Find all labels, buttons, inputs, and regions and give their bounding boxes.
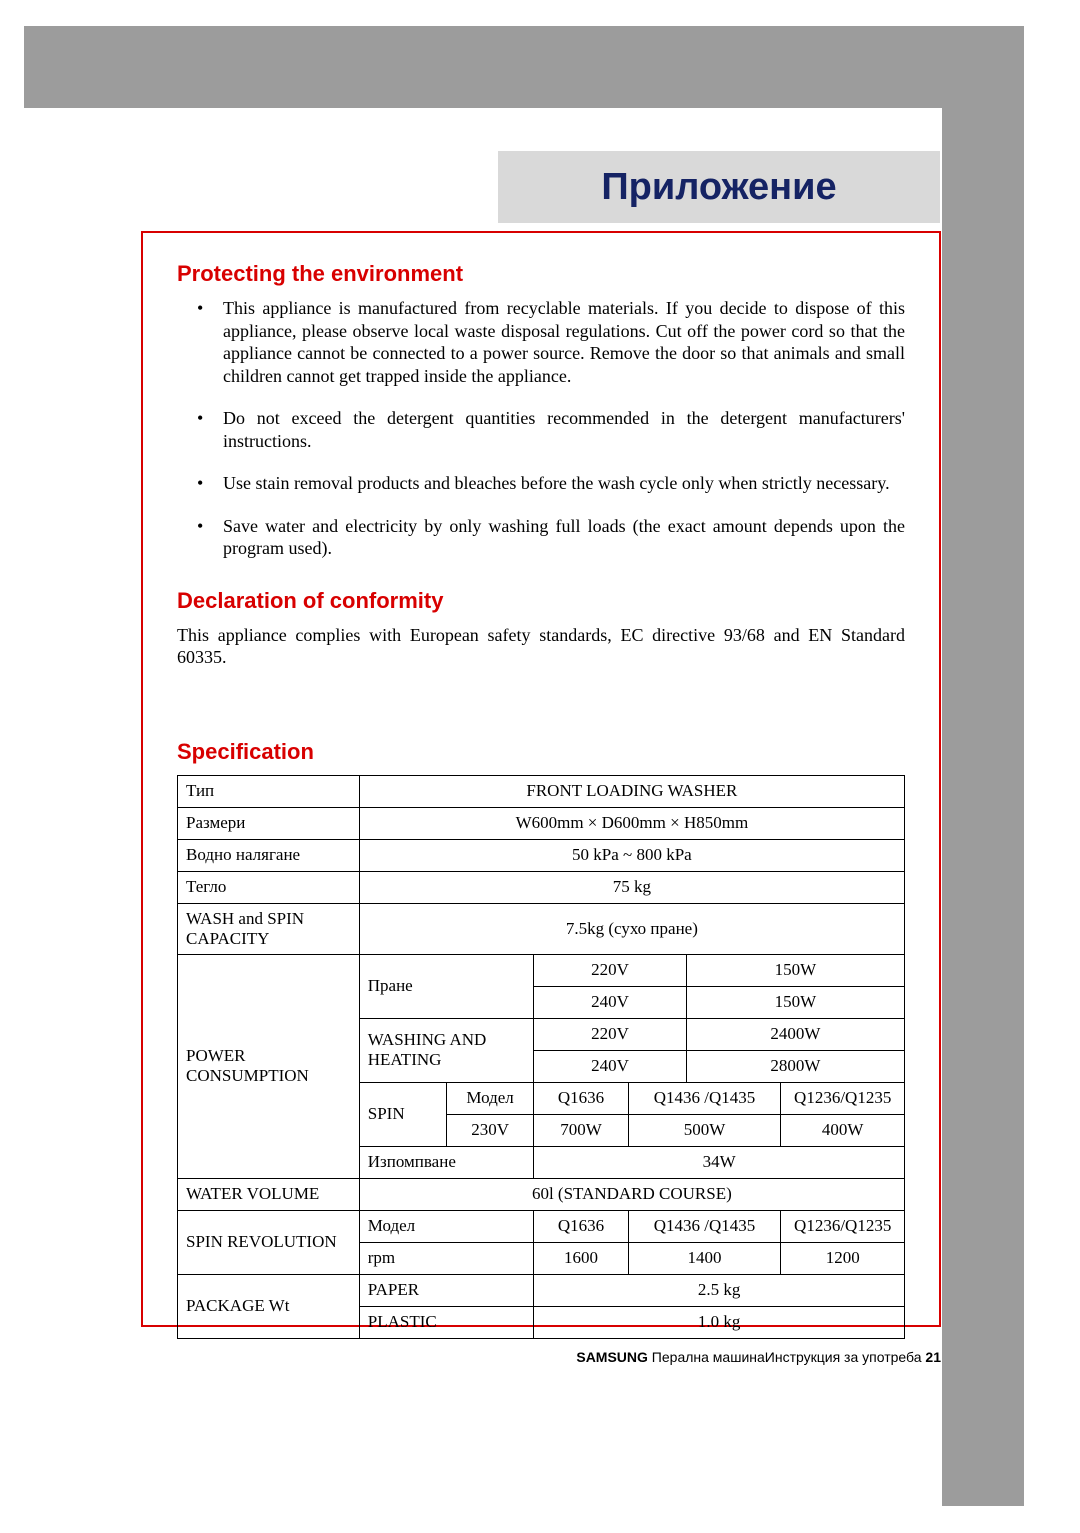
- footer-text: Перална машинаИнструкция за употреба: [648, 1349, 926, 1365]
- cell-value: 75 kg: [359, 871, 904, 903]
- cell-sub: PLASTIC: [359, 1306, 533, 1338]
- cell-sub: PAPER: [359, 1274, 533, 1306]
- bullet-item: Save water and electricity by only washi…: [223, 515, 905, 560]
- declaration-text: This appliance complies with European sa…: [177, 624, 905, 669]
- cell-sub: Изпомпване: [359, 1146, 533, 1178]
- page-footer: SAMSUNG Перална машинаИнструкция за упот…: [141, 1349, 941, 1365]
- cell-value: 7.5kg (сухо пране): [359, 903, 904, 954]
- page-title: Приложение: [601, 166, 836, 209]
- cell-value: 2800W: [686, 1050, 904, 1082]
- right-gray-bar: [942, 26, 1024, 1506]
- cell-value: 700W: [534, 1114, 629, 1146]
- cell-sub: rpm: [359, 1242, 533, 1274]
- cell-label: Тегло: [178, 871, 360, 903]
- cell-value: W600mm × D600mm × H850mm: [359, 807, 904, 839]
- heading-spec: Specification: [177, 739, 905, 765]
- cell-value: 220V: [534, 1018, 687, 1050]
- cell-value: Q1636: [534, 1082, 629, 1114]
- cell-value: 2.5 kg: [534, 1274, 905, 1306]
- cell-label: WATER VOLUME: [178, 1178, 360, 1210]
- cell-value: 500W: [628, 1114, 781, 1146]
- content-frame: Protecting the environment This applianc…: [141, 231, 941, 1327]
- bullet-item: This appliance is manufactured from recy…: [223, 297, 905, 387]
- heading-declaration: Declaration of conformity: [177, 588, 905, 614]
- cell-sub: WASHING AND HEATING: [359, 1018, 533, 1082]
- bullet-item: Do not exceed the detergent quantities r…: [223, 407, 905, 452]
- cell-sub: Модел: [359, 1210, 533, 1242]
- cell-value: Q1436 /Q1435: [628, 1210, 781, 1242]
- cell-value: 230V: [446, 1114, 533, 1146]
- page-title-box: Приложение: [498, 151, 940, 223]
- cell-value: 50 kPa ~ 800 kPa: [359, 839, 904, 871]
- cell-label: SPIN REVOLUTION: [178, 1210, 360, 1274]
- cell-label: Тип: [178, 775, 360, 807]
- cell-value: Q1236/Q1235: [781, 1082, 905, 1114]
- cell-value: 1.0 kg: [534, 1306, 905, 1338]
- cell-value: Q1636: [534, 1210, 629, 1242]
- cell-value: 240V: [534, 986, 687, 1018]
- cell-value: Q1436 /Q1435: [628, 1082, 781, 1114]
- spec-table: Тип FRONT LOADING WASHER Размери W600mm …: [177, 775, 905, 1339]
- cell-sub: SPIN: [359, 1082, 446, 1146]
- cell-value: 2400W: [686, 1018, 904, 1050]
- cell-value: FRONT LOADING WASHER: [359, 775, 904, 807]
- cell-sub: Пране: [359, 954, 533, 1018]
- cell-value: 220V: [534, 954, 687, 986]
- bullet-item: Use stain removal products and bleaches …: [223, 472, 905, 495]
- cell-label: Размери: [178, 807, 360, 839]
- cell-value: 240V: [534, 1050, 687, 1082]
- cell-value: Q1236/Q1235: [781, 1210, 905, 1242]
- cell-value: 1600: [534, 1242, 629, 1274]
- bullet-list-protect: This appliance is manufactured from recy…: [177, 297, 905, 560]
- heading-protect: Protecting the environment: [177, 261, 905, 287]
- footer-brand: SAMSUNG: [576, 1349, 648, 1365]
- footer-page-number: 21: [925, 1349, 941, 1365]
- cell-label: WASH and SPIN CAPACITY: [178, 903, 360, 954]
- cell-value: 60l (STANDARD COURSE): [359, 1178, 904, 1210]
- cell-value: 1200: [781, 1242, 905, 1274]
- cell-value: 34W: [534, 1146, 905, 1178]
- cell-label: POWER CONSUMPTION: [178, 954, 360, 1178]
- cell-value: 400W: [781, 1114, 905, 1146]
- cell-value: 150W: [686, 954, 904, 986]
- cell-label: PACKAGE Wt: [178, 1274, 360, 1338]
- cell-label: Водно налягане: [178, 839, 360, 871]
- cell-value: 1400: [628, 1242, 781, 1274]
- cell-value: 150W: [686, 986, 904, 1018]
- top-gray-bar: [24, 26, 1023, 108]
- cell-value: Модел: [446, 1082, 533, 1114]
